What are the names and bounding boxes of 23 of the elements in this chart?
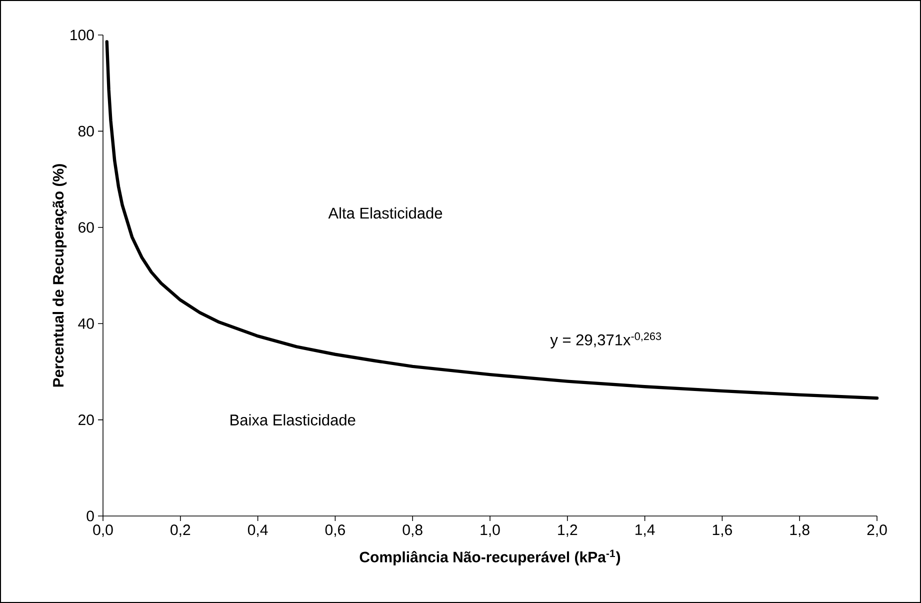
annotation: Alta Elasticidade [328,207,442,219]
x-tick-label: 0,8 [402,524,422,537]
x-tick-label: 0,0 [93,524,113,537]
y-tick-label: 0 [86,510,94,522]
x-tick-label: 1,0 [480,524,500,537]
y-tick-label: 40 [78,318,94,329]
x-tick-label: 2,0 [867,524,887,537]
x-axis-title: Compliância Não-recuperável (kPa$^{-1}$) [360,550,620,566]
annotation: Baixa Elasticidade [230,414,356,426]
y-tick-label: 20 [78,414,94,426]
x-tick-label: 0,2 [170,524,190,537]
x-tick-label: 1,4 [636,524,655,537]
x-tick-label: 1,2 [558,524,578,537]
y-axis-title: Percentual de Recuperação (%) [52,164,67,387]
annotation: y = 29,371x$^{-0,263}$ [550,332,662,348]
line-series [105,40,879,400]
x-tick-label: 1,6 [712,524,732,537]
x-tick-label: 0,6 [325,524,345,537]
y-tick-label: 100 [70,30,94,40]
x-tick-label: 1,8 [790,524,810,537]
x-tick-label: 0,4 [248,524,268,537]
y-tick-label: 60 [78,222,94,233]
y-tick-label: 80 [78,126,94,136]
